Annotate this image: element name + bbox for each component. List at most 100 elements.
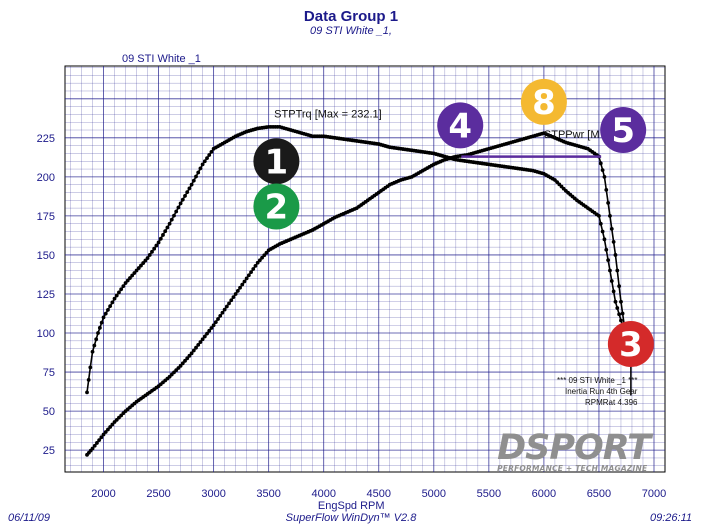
series-point xyxy=(233,292,238,296)
series-point xyxy=(238,285,242,290)
series-point xyxy=(244,276,249,281)
series-point xyxy=(106,308,110,312)
series-point xyxy=(112,296,117,301)
y-tick-label: 100 xyxy=(37,328,55,340)
series-point xyxy=(141,261,146,265)
series-point xyxy=(242,279,247,284)
series-point xyxy=(209,149,214,154)
series-point xyxy=(198,166,203,171)
logo-sub-text: PERFORMANCE + TECH MAGAZINE xyxy=(497,464,648,473)
footer-date: 06/11/09 xyxy=(8,512,51,524)
chart-subtitle: 09 STI White _1, xyxy=(310,25,392,37)
y-tick-label: 200 xyxy=(37,172,55,184)
series-point xyxy=(611,289,616,294)
series-line xyxy=(86,126,631,393)
series-point xyxy=(213,320,218,324)
series-point xyxy=(262,253,267,258)
series-point xyxy=(189,182,194,187)
grid-lines xyxy=(65,66,665,472)
series-point xyxy=(202,159,207,164)
series-point xyxy=(123,281,128,285)
footer-time: 09:26:11 xyxy=(649,512,692,524)
series-point xyxy=(174,209,179,214)
badge-circle xyxy=(607,320,654,367)
series-point xyxy=(180,361,185,366)
series-point xyxy=(598,221,603,226)
series-point xyxy=(220,310,225,315)
x-tick-label: 7000 xyxy=(642,488,666,500)
badge-circle xyxy=(520,78,567,125)
series-point xyxy=(156,240,161,245)
series-point xyxy=(147,253,152,257)
series-point xyxy=(154,243,159,248)
series-point xyxy=(600,229,605,234)
series-point xyxy=(132,271,137,275)
pwr-label-left: STPPwr [M xyxy=(544,129,600,141)
series-point xyxy=(191,348,196,353)
series-point xyxy=(103,311,108,316)
series-point xyxy=(90,446,95,451)
y-tick-label: 50 xyxy=(43,406,55,418)
series-point xyxy=(602,237,607,242)
series-point xyxy=(108,304,113,309)
x-tick-label: 5000 xyxy=(422,488,446,500)
series-point xyxy=(608,214,612,218)
series-point xyxy=(161,233,165,237)
footer-software: SuperFlow WinDyn™ V2.8 xyxy=(285,512,417,524)
series-point xyxy=(227,301,231,306)
series-point xyxy=(94,337,99,342)
series-point xyxy=(187,353,192,358)
series-point xyxy=(200,162,205,167)
series-point xyxy=(253,263,258,268)
series-point xyxy=(207,328,212,333)
series-point xyxy=(169,217,174,222)
series-point xyxy=(222,307,227,312)
series-point xyxy=(251,267,256,271)
badge-number: 8 xyxy=(532,83,556,123)
series-point xyxy=(101,432,106,437)
series-point xyxy=(196,342,201,347)
series-point xyxy=(110,300,115,305)
series-point xyxy=(143,258,148,263)
run-note-line: RPMRat 4.396 xyxy=(585,398,638,407)
series-point xyxy=(198,340,203,344)
series-point xyxy=(185,190,190,195)
series-point xyxy=(606,258,611,263)
series-point xyxy=(207,153,212,157)
series-point xyxy=(600,168,605,173)
series-point xyxy=(163,229,168,234)
trq-label: STPTrq [Max = 232.1] xyxy=(274,109,382,121)
series-point xyxy=(202,334,207,339)
x-tick-label: 6000 xyxy=(532,488,556,500)
series-point xyxy=(110,422,115,427)
series-point xyxy=(216,317,220,321)
badge-circle xyxy=(437,102,484,149)
series-point xyxy=(85,390,89,395)
series-point xyxy=(205,156,209,161)
series-point xyxy=(178,363,183,368)
series-point xyxy=(617,312,622,317)
series-point xyxy=(101,315,106,320)
series-point xyxy=(119,287,124,292)
badge-circle xyxy=(253,183,300,230)
series-point xyxy=(99,435,104,440)
plot-area xyxy=(64,65,666,473)
series-point xyxy=(114,293,119,298)
series-point xyxy=(218,313,223,318)
series-point xyxy=(194,345,198,350)
series-stppwr xyxy=(85,131,632,457)
badge-number: 2 xyxy=(265,188,289,228)
series-point xyxy=(609,279,614,283)
series-point xyxy=(134,268,139,273)
chart-title: Data Group 1 xyxy=(303,8,399,25)
badge-8: 8 xyxy=(520,78,567,125)
series-point xyxy=(172,213,176,218)
badge-number: 5 xyxy=(611,111,635,151)
series-point xyxy=(619,318,623,323)
y-tick-label: 125 xyxy=(37,289,55,301)
series-point xyxy=(167,221,172,226)
series-point xyxy=(176,205,181,210)
x-axis-label: EngSpd RPM xyxy=(318,500,385,512)
series-point xyxy=(209,326,214,330)
series-point xyxy=(260,255,264,260)
